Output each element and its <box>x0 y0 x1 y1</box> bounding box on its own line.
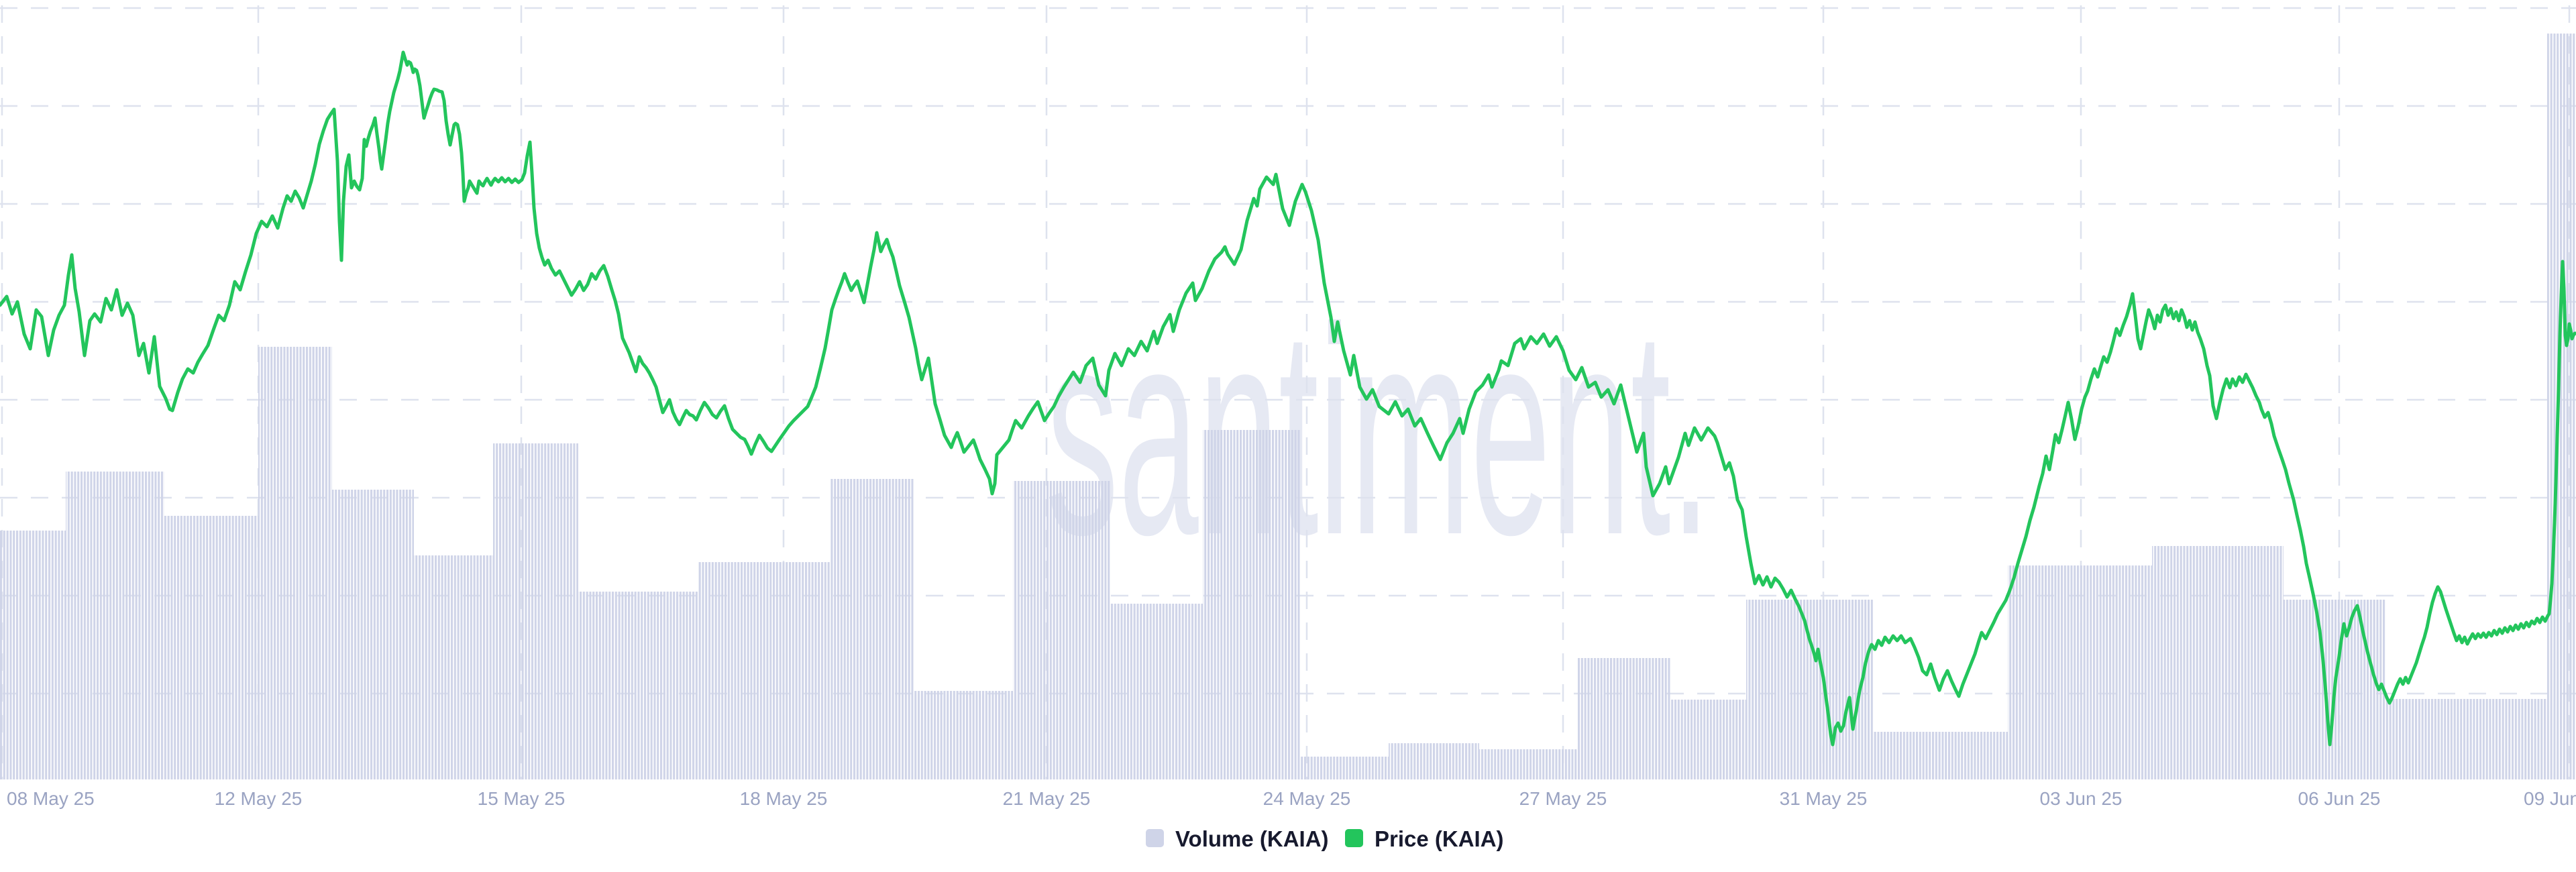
x-tick-label: 18 May 25 <box>740 788 828 809</box>
x-tick-label: 08 May 25 <box>7 788 95 809</box>
price-legend-swatch[interactable] <box>1345 829 1363 847</box>
volume-legend-swatch[interactable] <box>1146 829 1164 847</box>
x-axis-labels: 08 May 25 12 May 25 15 May 25 18 May 25 21 M… <box>7 788 2576 809</box>
x-tick-label: 12 May 25 <box>215 788 303 809</box>
x-tick-label: 24 May 25 <box>1263 788 1351 809</box>
legend: Volume (KAIA) Price (KAIA) <box>1146 826 1504 851</box>
x-tick-label: 09 Jun <box>2524 788 2576 809</box>
x-tick-label: 06 Jun 25 <box>2298 788 2381 809</box>
santiment-watermark: santiment. <box>1046 267 1711 596</box>
x-tick-label: 03 Jun 25 <box>2040 788 2123 809</box>
volume-legend-label[interactable]: Volume (KAIA) <box>1175 826 1329 851</box>
price-line-series <box>0 50 2576 747</box>
x-tick-label: 31 May 25 <box>1780 788 1868 809</box>
x-tick-label: 15 May 25 <box>478 788 566 809</box>
x-tick-label: 27 May 25 <box>1519 788 1607 809</box>
x-tick-label: 21 May 25 <box>1003 788 1091 809</box>
price-legend-label[interactable]: Price (KAIA) <box>1375 826 1504 851</box>
